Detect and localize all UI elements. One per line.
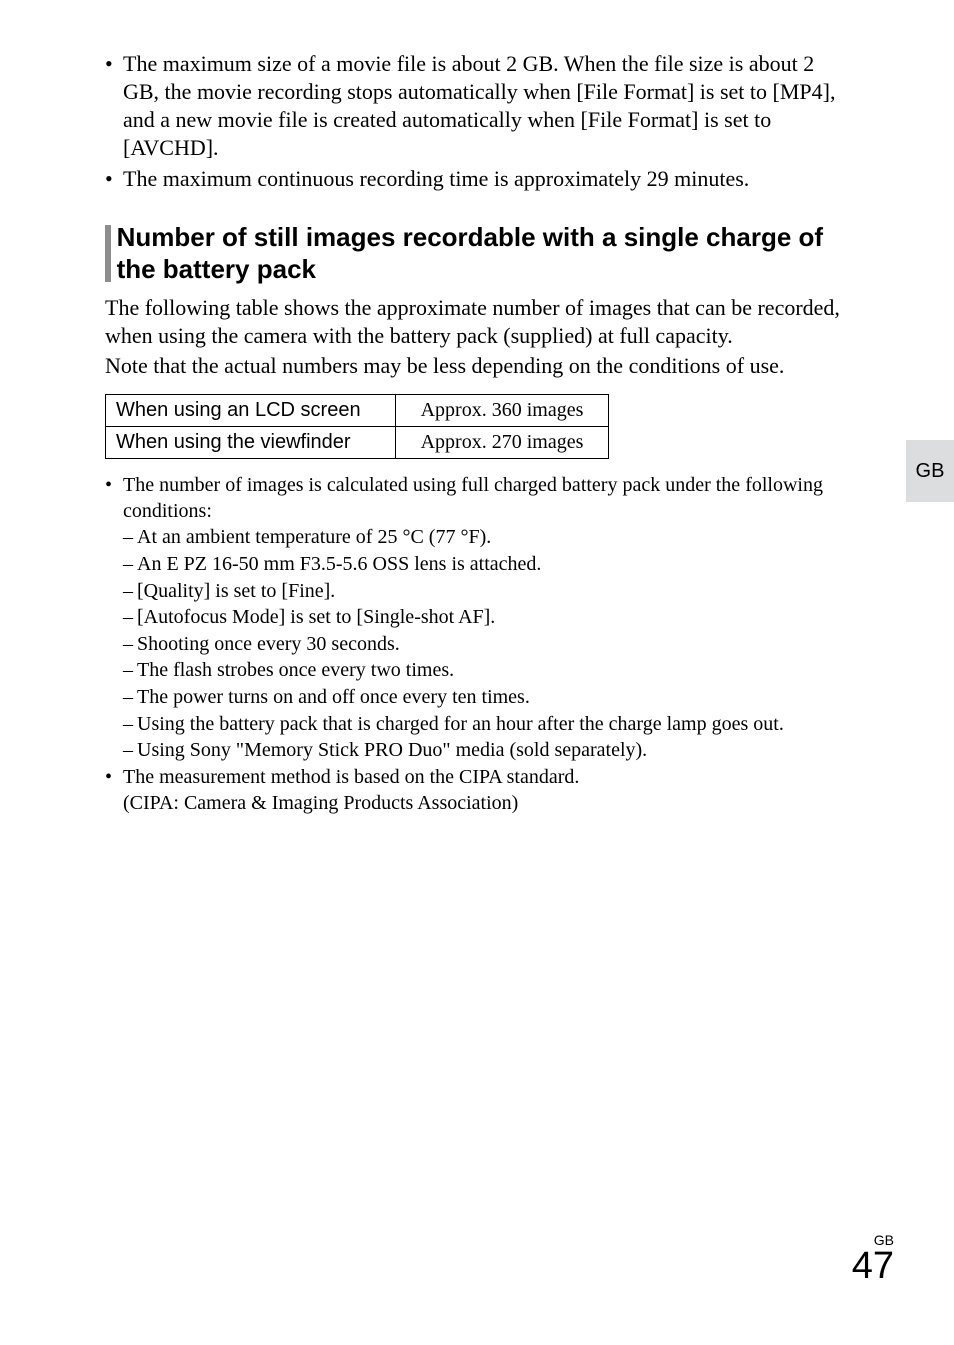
list-item: • The measurement method is based on the… [105,765,845,791]
dash-glyph: – [123,738,137,764]
bullet-glyph: • [105,765,123,791]
sub-text: An E PZ 16-50 mm F3.5-5.6 OSS lens is at… [137,552,541,578]
dash-glyph: – [123,685,137,711]
bullet-text: The maximum size of a movie file is abou… [123,50,845,163]
paragraph: Note that the actual numbers may be less… [105,352,845,380]
sub-list-item: – At an ambient temperature of 25 °C (77… [123,525,845,551]
list-item: • The maximum continuous recording time … [105,165,845,193]
dash-glyph: – [123,658,137,684]
table-row: When using the viewfinder Approx. 270 im… [106,427,609,459]
sub-list-item: – [Quality] is set to [Fine]. [123,579,845,605]
dash-glyph: – [123,525,137,551]
sub-list-item: – Shooting once every 30 seconds. [123,632,845,658]
sub-list-item: – Using the battery pack that is charged… [123,712,845,738]
dash-glyph: – [123,579,137,605]
list-item: • The number of images is calculated usi… [105,473,845,524]
sub-list-item: – An E PZ 16-50 mm F3.5-5.6 OSS lens is … [123,552,845,578]
bullet-glyph: • [105,473,123,524]
page-footer: GB 47 [852,1233,894,1285]
sub-text: At an ambient temperature of 25 °C (77 °… [137,525,491,551]
top-bullet-list: • The maximum size of a movie file is ab… [105,50,845,193]
sub-text: The power turns on and off once every te… [137,685,530,711]
table-cell-label: When using the viewfinder [106,427,396,459]
page-number: 47 [852,1247,894,1285]
bullet-text: The measurement method is based on the C… [123,765,579,791]
dash-glyph: – [123,552,137,578]
dash-glyph: – [123,712,137,738]
section-heading-text: Number of still images recordable with a… [117,221,845,286]
dash-glyph: – [123,605,137,631]
table-cell-label: When using an LCD screen [106,395,396,427]
heading-bar-icon [105,225,111,282]
sub-text: Shooting once every 30 seconds. [137,632,400,658]
section-heading: Number of still images recordable with a… [105,221,845,286]
sub-text: [Quality] is set to [Fine]. [137,579,335,605]
bullet-glyph: • [105,165,123,193]
dash-glyph: – [123,632,137,658]
sub-text: The flash strobes once every two times. [137,658,454,684]
table-cell-value: Approx. 360 images [396,395,609,427]
sub-text: Using the battery pack that is charged f… [137,712,784,738]
sub-list-item: – The power turns on and off once every … [123,685,845,711]
battery-table: When using an LCD screen Approx. 360 ima… [105,394,609,459]
bullet-glyph: • [105,50,123,163]
bullet-text: The maximum continuous recording time is… [123,165,749,193]
continuation-text: (CIPA: Camera & Imaging Products Associa… [123,791,845,817]
sub-list-item: – [Autofocus Mode] is set to [Single-sho… [123,605,845,631]
sub-text: Using Sony "Memory Stick PRO Duo" media … [137,738,647,764]
sub-list-item: – The flash strobes once every two times… [123,658,845,684]
lower-bullet-list: • The number of images is calculated usi… [105,473,845,817]
side-tab-label: GB [916,460,945,483]
paragraph: The following table shows the approximat… [105,294,845,350]
bullet-text: The number of images is calculated using… [123,473,845,524]
intro-paragraphs: The following table shows the approximat… [105,294,845,380]
page-content: • The maximum size of a movie file is ab… [105,50,845,817]
list-item: • The maximum size of a movie file is ab… [105,50,845,163]
table-row: When using an LCD screen Approx. 360 ima… [106,395,609,427]
side-tab: GB [906,440,954,502]
sub-text: [Autofocus Mode] is set to [Single-shot … [137,605,495,631]
table-cell-value: Approx. 270 images [396,427,609,459]
sub-list-item: – Using Sony "Memory Stick PRO Duo" medi… [123,738,845,764]
